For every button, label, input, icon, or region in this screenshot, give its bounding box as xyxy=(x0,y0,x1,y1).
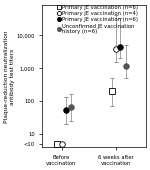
Legend: Primary JE vaccination (n=6), Primary JE vaccination (n=4), Primary JE vaccinati: Primary JE vaccination (n=6), Primary JE… xyxy=(56,4,139,35)
Y-axis label: Plaque-reduction neutralization
antibody test titers: Plaque-reduction neutralization antibody… xyxy=(4,30,15,123)
